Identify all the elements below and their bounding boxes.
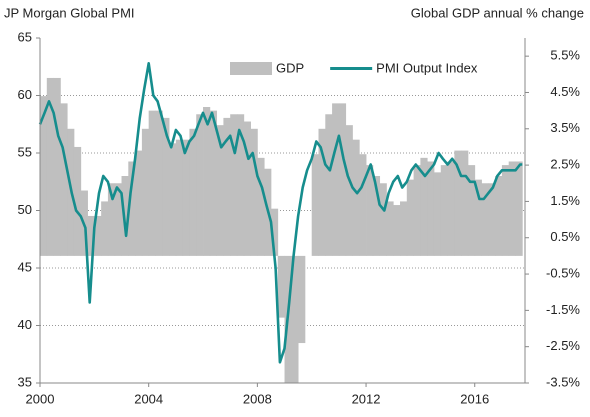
x-tick-label: 2016 <box>460 391 489 406</box>
bar <box>311 154 319 256</box>
bar <box>332 103 340 256</box>
legend-swatch <box>230 62 272 75</box>
y-tick-label: 60 <box>18 87 32 102</box>
x-tick-label: 2012 <box>352 391 381 406</box>
y2-tick-label: -1.5% <box>546 302 580 317</box>
y2-tick-label: 5.5% <box>550 48 580 63</box>
y2-tick-label: 0.5% <box>550 229 580 244</box>
legend-label: PMI Output Index <box>376 60 478 75</box>
bar <box>501 165 510 256</box>
bar <box>236 114 245 256</box>
y-tick-label: 65 <box>18 29 32 44</box>
bar <box>46 77 54 256</box>
bar <box>101 201 109 256</box>
y2-tick-label: 1.5% <box>550 193 580 208</box>
bar <box>413 165 421 256</box>
bar <box>148 110 156 256</box>
bar <box>162 117 170 256</box>
y2-tick-label: 4.5% <box>550 84 580 99</box>
bar <box>216 125 224 256</box>
bar <box>250 128 258 256</box>
bar <box>223 117 231 256</box>
y2-title: Global GDP annual % change <box>411 5 584 20</box>
bar <box>53 77 61 256</box>
bar <box>128 161 136 256</box>
bar <box>338 103 347 256</box>
bar <box>114 183 122 256</box>
bar <box>495 176 503 256</box>
bar <box>182 139 190 256</box>
bar <box>440 165 448 256</box>
bar <box>386 201 394 256</box>
bar <box>359 154 367 256</box>
y-tick-label: 40 <box>18 317 32 332</box>
bar <box>461 150 469 256</box>
bar <box>474 179 482 256</box>
line <box>38 62 523 364</box>
x-tick-label: 2000 <box>26 391 55 406</box>
bar <box>169 143 177 256</box>
bar <box>515 161 523 256</box>
bar <box>107 183 116 256</box>
bar <box>277 255 285 318</box>
y-tick-label: 55 <box>18 144 32 159</box>
bar <box>318 128 326 256</box>
y2-tick-label: -2.5% <box>546 338 580 353</box>
x-tick-label: 2008 <box>243 391 272 406</box>
bar <box>270 208 279 256</box>
bar <box>135 150 143 256</box>
bar <box>454 150 462 256</box>
bar <box>372 176 381 256</box>
bar <box>400 201 408 256</box>
bar <box>209 110 218 256</box>
bar <box>175 139 184 256</box>
y2-tick-label: 3.5% <box>550 120 580 135</box>
legend-label: GDP <box>276 60 304 75</box>
y2-tick-label: -3.5% <box>546 374 580 389</box>
bar <box>447 161 455 256</box>
bar <box>467 165 476 256</box>
bar <box>345 125 353 256</box>
bar <box>393 205 401 256</box>
bar <box>325 114 333 256</box>
bar <box>73 146 82 256</box>
bar <box>291 255 299 383</box>
bar <box>60 103 68 256</box>
bar <box>141 128 150 256</box>
y2-tick-label: -0.5% <box>546 265 580 280</box>
bar <box>352 139 360 256</box>
bar <box>406 179 414 256</box>
bar <box>508 161 516 256</box>
bar <box>94 215 102 256</box>
y-tick-label: 45 <box>18 259 32 274</box>
bar <box>257 157 265 256</box>
bar <box>230 114 238 256</box>
y-tick-label: 50 <box>18 202 32 217</box>
y-tick-label: 35 <box>18 374 32 389</box>
bar <box>366 165 374 256</box>
bar <box>196 114 204 256</box>
bar <box>298 255 306 344</box>
x-tick-label: 2004 <box>134 391 163 406</box>
bar <box>427 161 435 256</box>
bar <box>203 107 211 256</box>
bar <box>481 183 489 256</box>
bar <box>433 172 442 256</box>
bar <box>243 121 251 256</box>
bar <box>189 128 197 256</box>
bar <box>420 157 428 256</box>
bar <box>87 215 95 256</box>
y2-tick-label: 2.5% <box>550 157 580 172</box>
chart-title: JP Morgan Global PMI <box>4 5 135 20</box>
bar <box>155 110 163 256</box>
bar <box>488 183 496 256</box>
bar <box>379 183 387 256</box>
bar <box>40 96 48 256</box>
